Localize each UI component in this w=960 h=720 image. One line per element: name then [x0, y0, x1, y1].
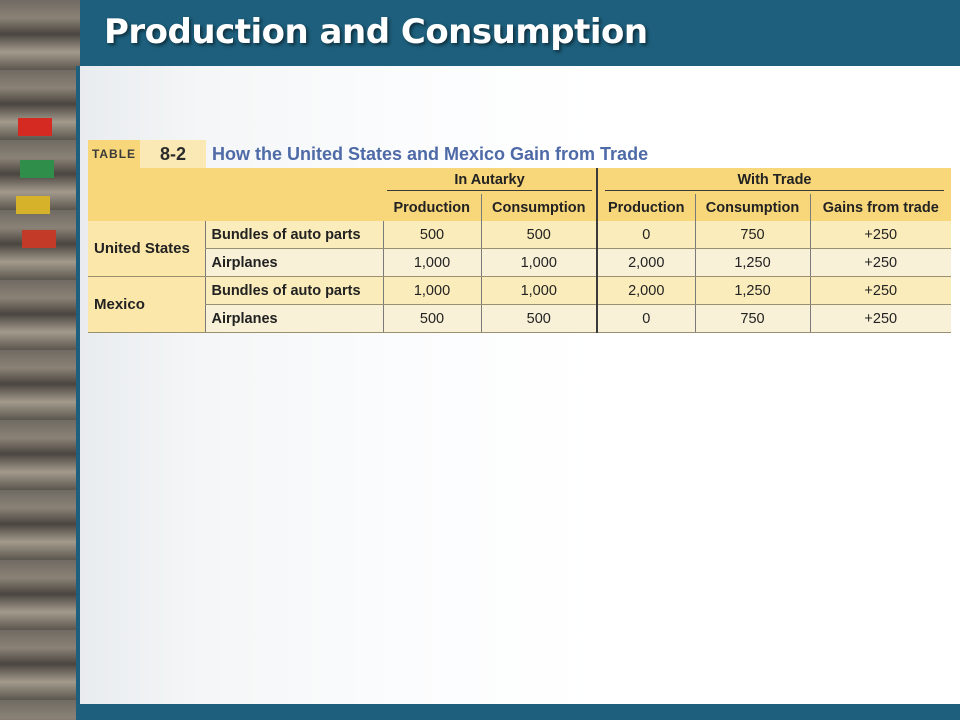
table-row: Airplanes 500 500 0 750 +250	[88, 304, 951, 333]
table-row: Mexico Bundles of auto parts 1,000 1,000…	[88, 276, 951, 333]
value-cell: 1,000	[480, 276, 597, 305]
value-cell: 0	[596, 304, 695, 333]
value-cell: 500	[480, 304, 597, 333]
country-cell: United States	[88, 221, 205, 277]
value-cell: +250	[809, 276, 951, 305]
value-cell: 2,000	[596, 276, 695, 305]
good-cell: Bundles of auto parts	[204, 276, 383, 305]
column-header: Consumption	[480, 194, 597, 221]
value-cell: 500	[382, 304, 481, 333]
value-cell: 1,250	[694, 276, 810, 305]
country-cell: Mexico	[88, 276, 205, 333]
value-cell: +250	[809, 248, 951, 277]
table-row: Airplanes 1,000 1,000 2,000 1,250 +250	[88, 248, 951, 277]
table-title: How the United States and Mexico Gain fr…	[212, 144, 649, 164]
gains-from-trade-table: In Autarky With Trade Production Consump…	[88, 168, 951, 333]
street-sign-decoration	[18, 118, 52, 136]
value-cell: 750	[694, 221, 810, 249]
value-cell: 2,000	[596, 248, 695, 277]
value-cell: 0	[596, 221, 695, 249]
group-header-with-trade: With Trade	[605, 172, 944, 191]
value-cell: 1,000	[382, 248, 481, 277]
column-header: Production	[383, 194, 481, 221]
column-header: Gains from trade	[809, 194, 951, 221]
slide-title: Production and Consumption	[104, 12, 648, 52]
value-cell: +250	[809, 221, 951, 249]
good-cell: Bundles of auto parts	[204, 221, 383, 249]
bottom-border	[80, 704, 960, 720]
value-cell: 1,000	[480, 248, 597, 277]
group-header-autarky: In Autarky	[387, 172, 592, 191]
table-caption: TABLE 8-2 How the United States and Mexi…	[88, 140, 951, 168]
left-border	[76, 66, 80, 720]
header-blank	[88, 168, 383, 194]
table-number: 8-2	[140, 140, 206, 168]
column-header: Consumption	[694, 194, 810, 221]
value-cell: +250	[809, 304, 951, 333]
value-cell: 1,250	[694, 248, 810, 277]
column-header-row: Production Consumption Production Consum…	[88, 194, 951, 221]
table-label: TABLE	[88, 140, 140, 168]
background-photo-strip	[0, 0, 80, 720]
title-bar	[80, 0, 960, 66]
value-cell: 500	[382, 221, 481, 249]
street-sign-decoration	[16, 196, 50, 214]
table-row: United States Bundles of auto parts 500 …	[88, 221, 951, 277]
good-cell: Airplanes	[204, 248, 383, 277]
good-cell: Airplanes	[204, 304, 383, 333]
street-sign-decoration	[22, 230, 56, 248]
street-sign-decoration	[20, 160, 54, 178]
column-header: Production	[596, 194, 695, 221]
value-cell: 1,000	[382, 276, 481, 305]
group-header-row: In Autarky With Trade	[88, 168, 951, 194]
value-cell: 750	[694, 304, 810, 333]
header-blank	[88, 194, 383, 221]
value-cell: 500	[480, 221, 597, 249]
data-table-block: TABLE 8-2 How the United States and Mexi…	[88, 140, 951, 333]
